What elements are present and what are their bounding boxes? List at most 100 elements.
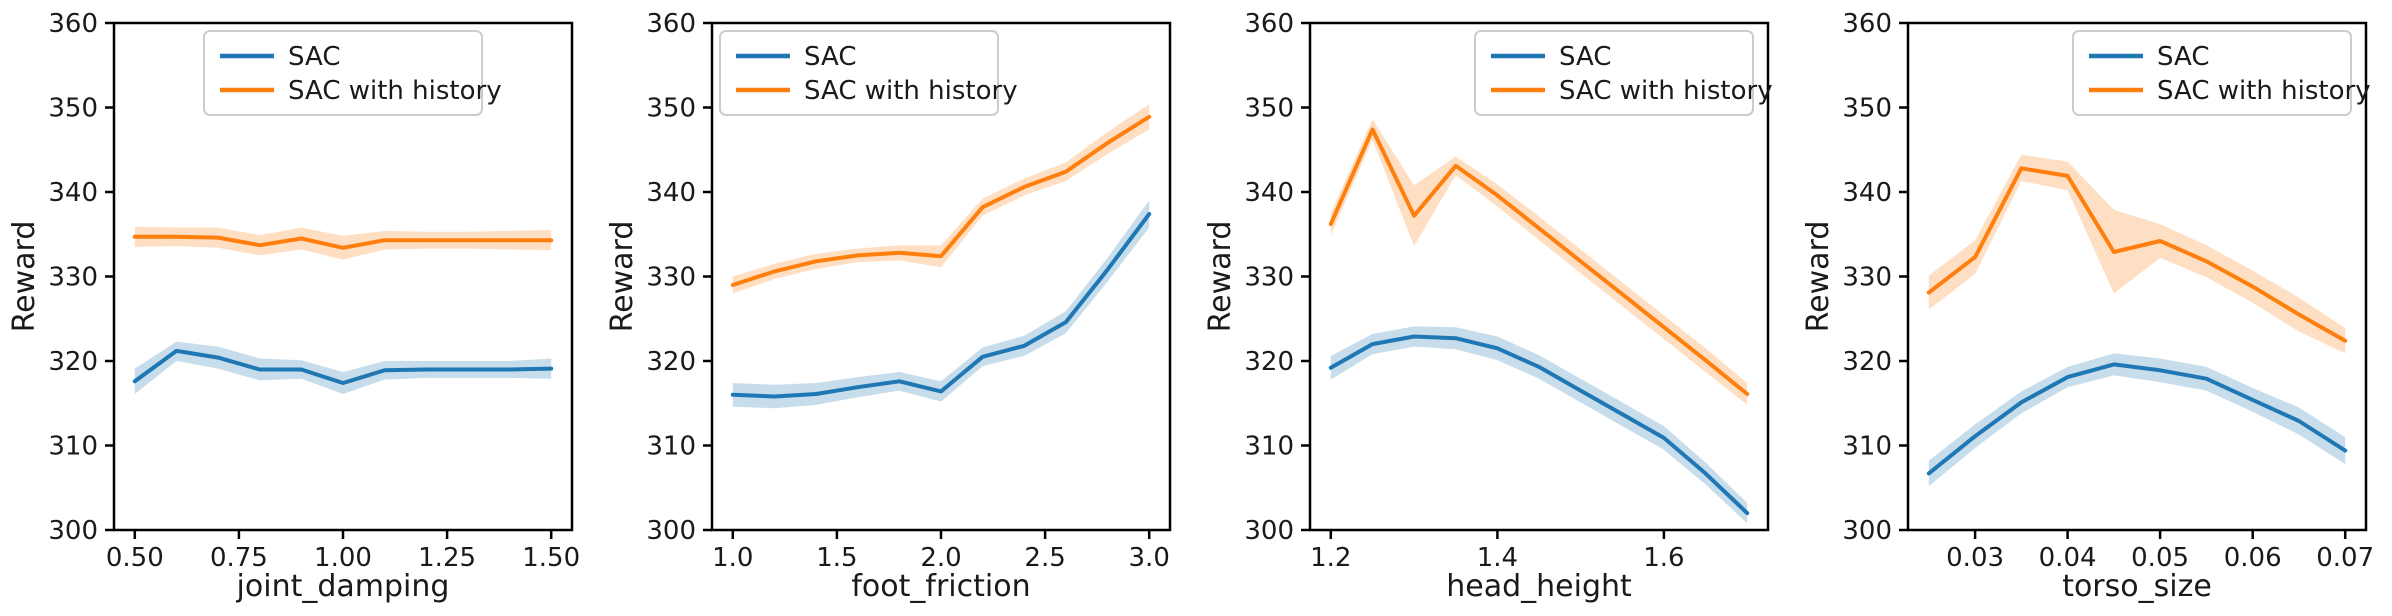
line-sac-with-history [1926,166,2348,343]
y-tick-label: 300 [1244,516,1294,546]
chart-foot-friction: 1.0 1.5 2.0 2.5 3.0 300 310 320 330 340 350 360 foot… [605,9,1172,604]
x-tick-label: 3.0 [1129,543,1170,573]
y-tick-label: 300 [646,516,696,546]
x-tick-label: 2.5 [1024,543,1065,573]
x-tick-label: 0.75 [210,543,268,573]
y-tick-label: 350 [48,94,98,124]
legend-label: SAC with history [2157,76,2371,106]
legend-item: SAC [736,42,856,72]
y-axis-label: Reward [7,221,42,333]
legend-item: SAC [2089,42,2209,72]
x-axis-label: torso_size [2062,569,2212,604]
y-tick-label: 340 [1842,178,1892,208]
y-tick-label: 350 [646,94,696,124]
legend-label: SAC [1559,42,1611,72]
y-tick-label: 320 [646,347,696,377]
x-tick-label: 0.05 [2131,543,2189,573]
y-tick-label: 330 [1842,263,1892,293]
legend: SAC SAC with history [203,30,502,116]
y-tick-label: 360 [48,9,98,39]
legend-label: SAC [2157,42,2209,72]
chart-panel-joint-damping: 0.50 0.75 1.00 1.25 1.50 300 310 320 330 340 350 36… [0,0,598,616]
confidence-band-sac-with-history [134,226,552,260]
legend-item: SAC [220,42,340,72]
confidence-band-sac [1928,353,2346,487]
y-tick-label: 300 [48,516,98,546]
line-sac [1926,362,2348,476]
y-tick-label: 360 [1244,9,1294,39]
x-axis-label: joint_damping [236,569,450,604]
y-tick-label: 320 [48,347,98,377]
y-tick-label: 320 [1244,347,1294,377]
chart-panel-head-height: 1.2 1.4 1.6 300 310 320 330 340 350 360 head_heigh… [1196,0,1794,616]
x-tick-label: 1.50 [522,543,580,573]
legend-item: SAC with history [220,76,502,106]
y-tick-label: 340 [48,178,98,208]
legend-item: SAC with history [736,76,1018,106]
confidence-band-sac [1330,326,1748,524]
x-axis-label: foot_friction [851,569,1030,604]
y-tick-label: 330 [48,263,98,293]
legend-label: SAC [288,42,340,72]
legend-label: SAC [804,42,856,72]
y-tick-label: 310 [48,432,98,462]
x-tick-label: 0.04 [2039,543,2097,573]
y-axis-label: Reward [1203,221,1238,333]
x-tick-label: 0.07 [2316,543,2374,573]
legend-item: SAC with history [1491,76,1773,106]
line-sac-with-history [1328,127,1750,396]
y-tick-label: 360 [646,9,696,39]
line-sac-with-history [132,234,554,250]
legend-label: SAC with history [1559,76,1773,106]
y-tick-label: 300 [1842,516,1892,546]
x-tick-label: 0.06 [2224,543,2282,573]
x-tick-label: 1.6 [1643,543,1684,573]
y-tick-label: 350 [1842,94,1892,124]
x-tick-label: 1.00 [314,543,372,573]
y-axis-label: Reward [1801,221,1836,333]
x-tick-label: 1.5 [816,543,857,573]
x-tick-label: 0.03 [1946,543,2004,573]
x-tick-label: 2.0 [920,543,961,573]
y-tick-label: 340 [1244,178,1294,208]
y-tick-label: 340 [646,178,696,208]
legend-label: SAC with history [804,76,1018,106]
legend-item: SAC [1491,42,1611,72]
x-tick-label: 1.25 [418,543,476,573]
y-tick-label: 310 [1842,432,1892,462]
y-tick-label: 350 [1244,94,1294,124]
legend: SAC SAC with history [719,30,1018,116]
y-axis-label: Reward [605,221,640,333]
chart-panel-foot-friction: 1.0 1.5 2.0 2.5 3.0 300 310 320 330 340 350 360 foot… [598,0,1196,616]
x-tick-label: 0.50 [106,543,164,573]
line-sac-with-history [730,114,1152,287]
chart-head-height: 1.2 1.4 1.6 300 310 320 330 340 350 360 head_heigh… [1203,9,1773,604]
y-tick-label: 310 [1244,432,1294,462]
legend-box [1474,30,1754,116]
line-sac [132,348,554,385]
legend: SAC SAC with history [2072,30,2371,116]
x-axis-label: head_height [1446,569,1632,604]
legend-box [719,30,999,116]
line-sac [1328,334,1750,516]
y-tick-label: 310 [646,432,696,462]
legend-box [203,30,483,116]
legend-item: SAC with history [2089,76,2371,106]
chart-panel-torso-size: 0.03 0.04 0.05 0.06 0.07 300 310 320 330 340 350 36… [1794,0,2392,616]
legend: SAC SAC with history [1474,30,1773,116]
confidence-band-sac-with-history [1928,154,2346,354]
x-tick-label: 1.4 [1477,543,1518,573]
confidence-band-sac [134,341,552,394]
chart-torso-size: 0.03 0.04 0.05 0.06 0.07 300 310 320 330 340 350 36… [1801,9,2374,604]
x-tick-label: 1.0 [712,543,753,573]
legend-label: SAC with history [288,76,502,106]
y-tick-label: 320 [1842,347,1892,377]
x-tick-label: 1.2 [1310,543,1351,573]
legend-box [2072,30,2352,116]
chart-joint-damping: 0.50 0.75 1.00 1.25 1.50 300 310 320 330 340 350 36… [7,9,580,604]
line-sac [730,212,1152,399]
y-tick-label: 360 [1842,9,1892,39]
confidence-band-sac [732,200,1150,409]
y-tick-label: 330 [1244,263,1294,293]
